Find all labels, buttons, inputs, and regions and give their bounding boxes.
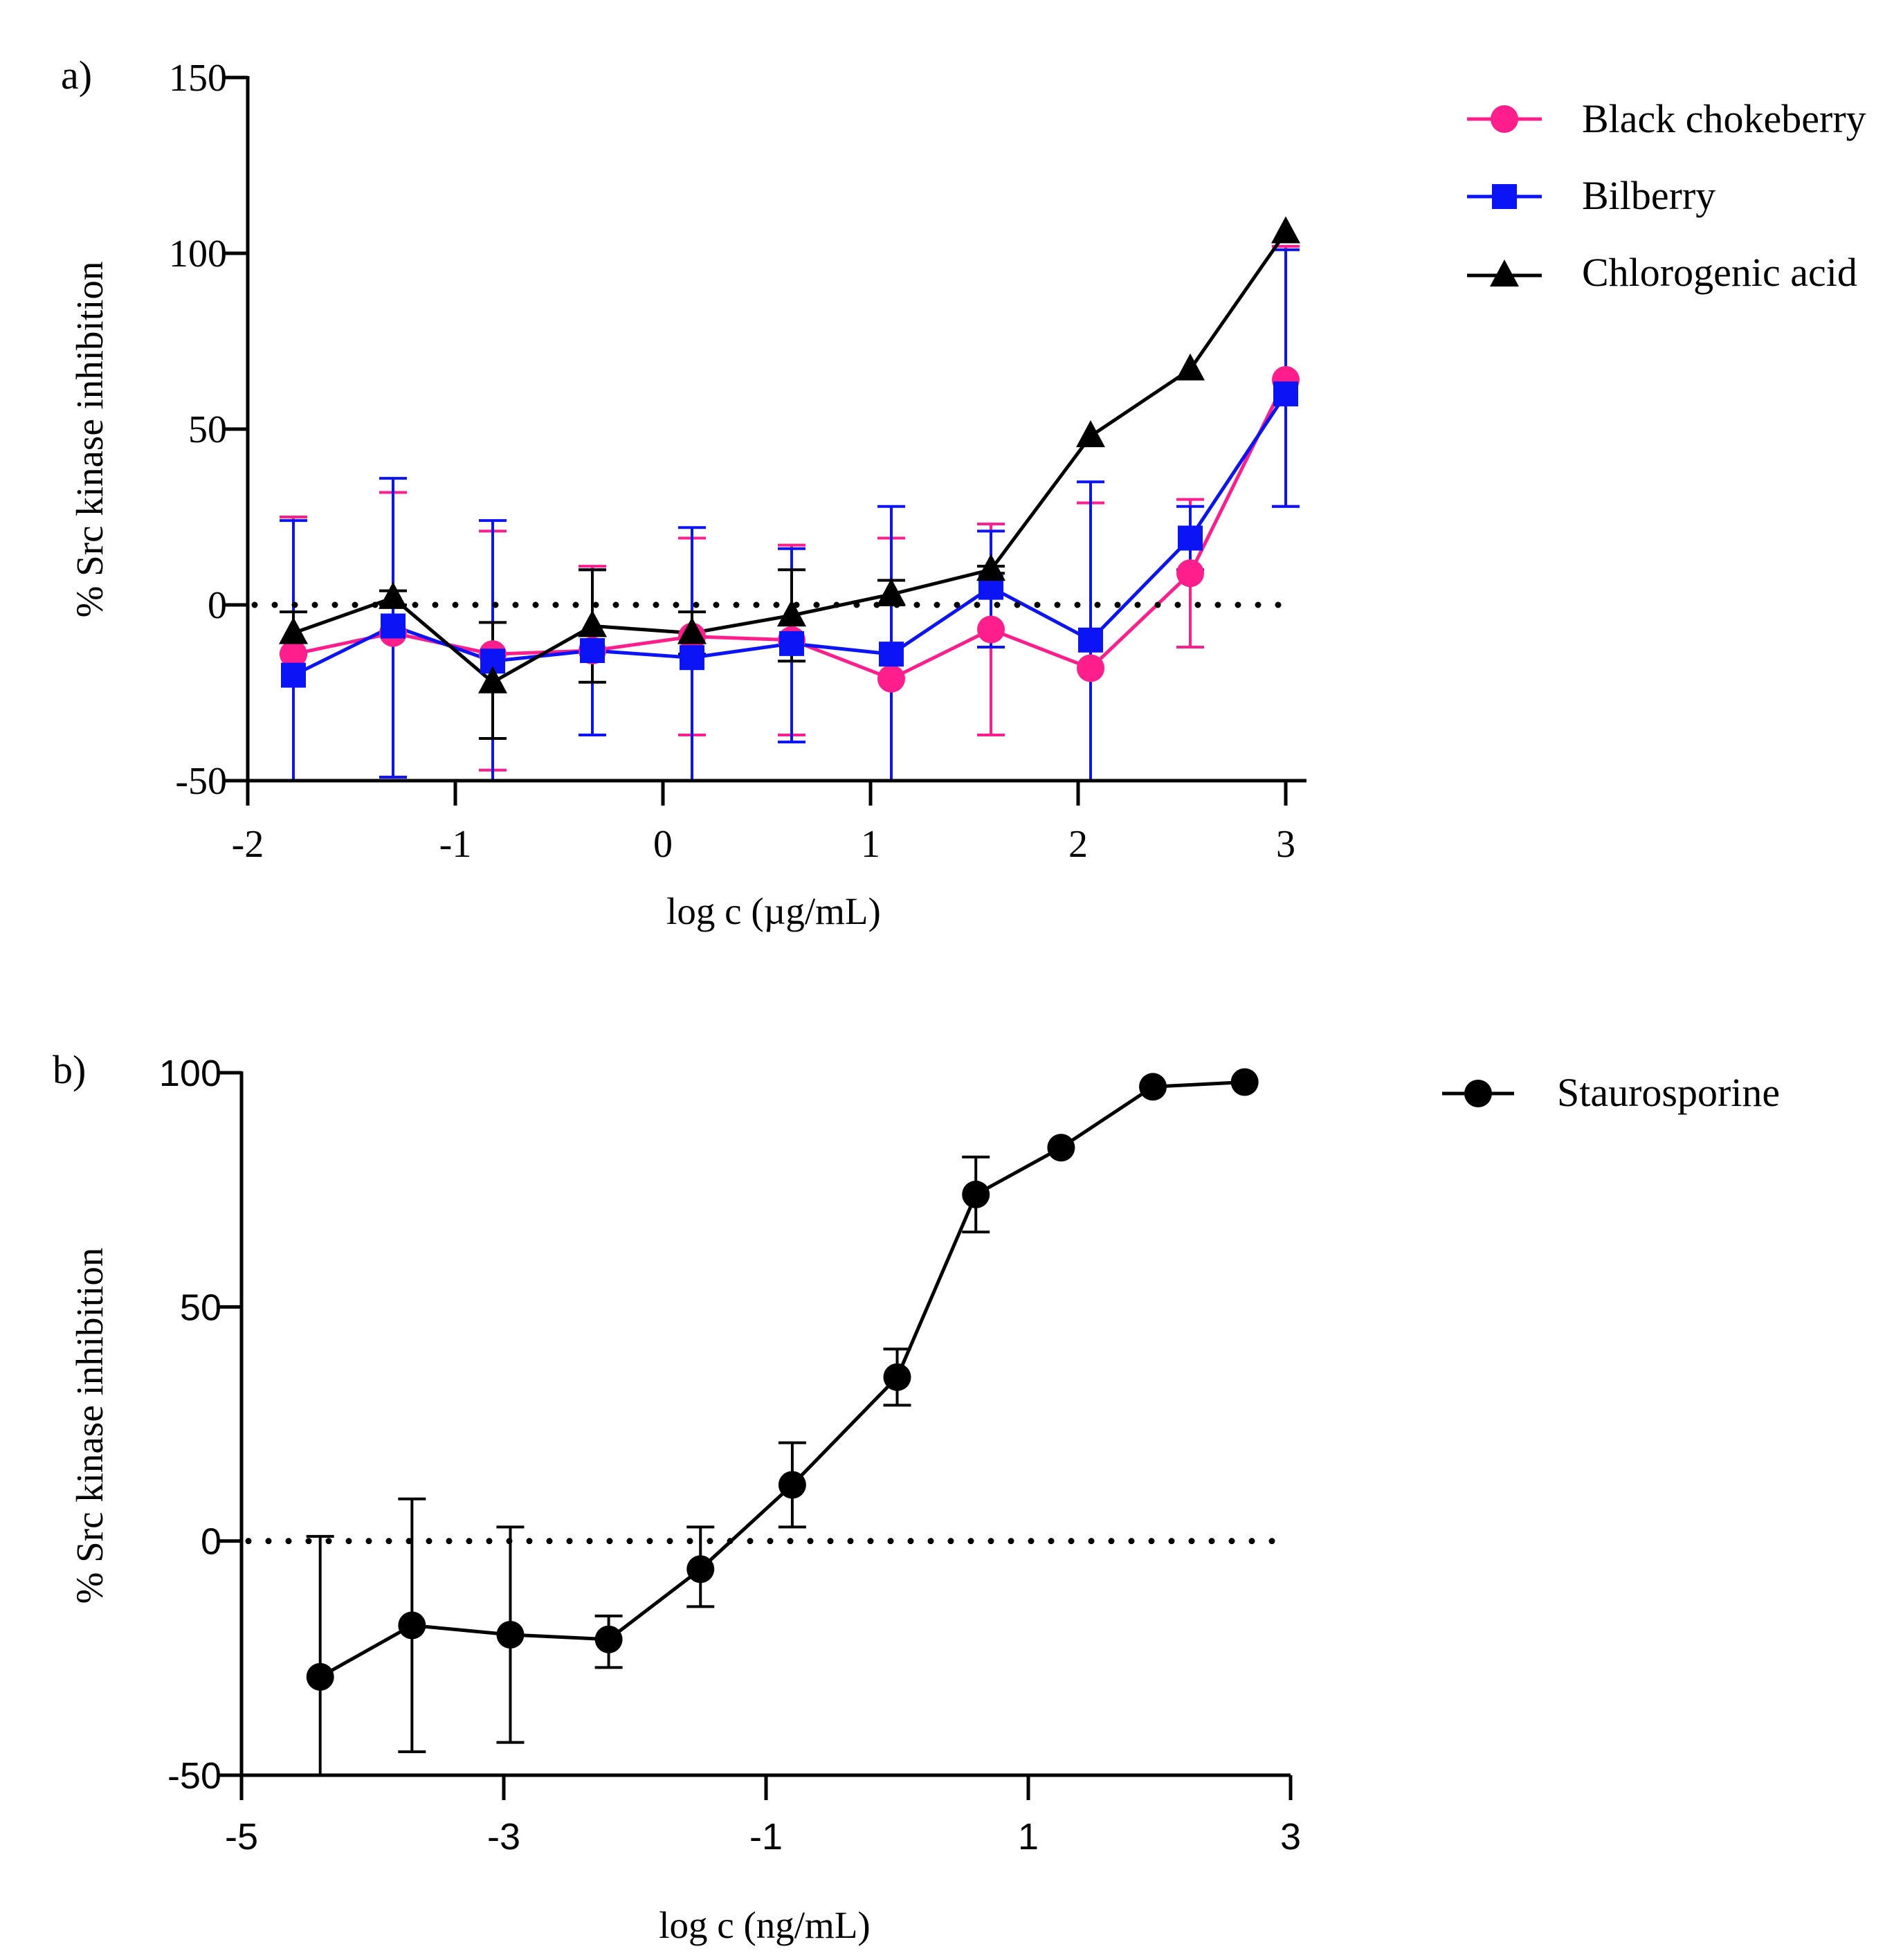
- panel-b-label: b): [53, 1047, 86, 1092]
- panel-a-error-bars: [280, 244, 1300, 781]
- panel-b-legend: Staurosporine: [1442, 1070, 1780, 1115]
- data-point-black-chokeberry: [977, 615, 1005, 644]
- panel-b-axes: [239, 1071, 1291, 1777]
- y-tick-label: -50: [167, 1755, 221, 1797]
- legend-symbol-staurosporine: [1464, 1080, 1492, 1107]
- x-tick-label: -5: [225, 1816, 258, 1858]
- data-point-black-chokeberry: [280, 640, 307, 669]
- x-tick-label: -1: [439, 823, 472, 866]
- x-tick-label: 1: [1018, 1816, 1039, 1858]
- legend-symbol-chlorogenic-acid: [1490, 260, 1519, 287]
- x-tick-label: -1: [749, 1816, 783, 1858]
- data-point-staurosporine: [1139, 1073, 1167, 1101]
- data-point-chlorogenic-acid: [1176, 353, 1205, 381]
- data-point-chlorogenic-acid: [677, 617, 707, 644]
- panel-a-x-axis-label: log c (µg/mL): [666, 890, 881, 932]
- panel-b-y-axis-label: % Src kinase inhibition: [69, 1248, 111, 1604]
- legend-symbol-bilberry: [1492, 184, 1517, 209]
- data-point-staurosporine: [883, 1363, 911, 1391]
- panel-b-chart: b) -50 0 50 100 -5 -3 -1 1 3 log c (ng/mL) % Sr…: [53, 1047, 1780, 1946]
- panel-a-markers: [279, 216, 1300, 693]
- legend-label-staurosporine: Staurosporine: [1557, 1070, 1780, 1115]
- x-tick-label: -2: [232, 823, 264, 866]
- panel-b-markers: [306, 1068, 1259, 1691]
- data-point-bilberry: [1078, 627, 1103, 653]
- data-point-chlorogenic-acid: [976, 554, 1005, 581]
- panel-a-axes: [246, 76, 1306, 783]
- x-tick-label: 3: [1280, 1816, 1301, 1858]
- data-point-staurosporine: [594, 1625, 623, 1653]
- panel-b-y-ticks: -50 0 50 100: [159, 1053, 242, 1797]
- legend-marker-bilberry: [1492, 184, 1517, 209]
- data-point-black-chokeberry: [1176, 559, 1204, 588]
- data-point-staurosporine: [686, 1555, 715, 1584]
- legend-item-black-chokeberry: Black chokeberry: [1467, 96, 1866, 141]
- panel-a-chart: a) -50 0 50 100 150 -2 -1 0 1 2 3 log c (µg/mL) %…: [61, 53, 1866, 932]
- x-tick-label: 0: [653, 823, 673, 866]
- y-tick-label: 100: [169, 233, 227, 275]
- legend-marker-staurosporine: [1464, 1080, 1492, 1107]
- data-point-bilberry: [1273, 381, 1298, 407]
- x-tick-label: 2: [1068, 823, 1088, 866]
- legend-label-black-chokeberry: Black chokeberry: [1582, 96, 1866, 141]
- legend-item-chlorogenic-acid: Chlorogenic acid: [1467, 250, 1857, 295]
- legend-item-bilberry: Bilberry: [1467, 173, 1715, 218]
- panel-a-legend: Black chokeberry Bilberry Chlorogenic ac…: [1467, 96, 1866, 295]
- data-point-staurosporine: [778, 1471, 806, 1499]
- x-tick-label: -3: [487, 1816, 520, 1858]
- y-tick-label: 0: [208, 584, 227, 627]
- legend-marker-black-chokeberry: [1491, 105, 1518, 133]
- legend-marker-chlorogenic-acid: [1490, 260, 1519, 287]
- legend-label-bilberry: Bilberry: [1582, 173, 1715, 218]
- data-point-bilberry: [680, 645, 704, 671]
- y-tick-label: -50: [175, 760, 227, 803]
- data-point-bilberry: [1178, 525, 1203, 551]
- error-bar-staurosporine: [306, 1534, 334, 1775]
- x-tick-label: 3: [1276, 823, 1295, 866]
- y-tick-label: 100: [159, 1053, 221, 1094]
- panel-b-x-ticks: -5 -3 -1 1 3: [225, 1775, 1301, 1858]
- data-point-chlorogenic-acid: [379, 581, 408, 609]
- data-point-bilberry: [779, 630, 804, 656]
- y-tick-label: 150: [169, 57, 227, 100]
- data-point-chlorogenic-acid: [877, 578, 906, 606]
- data-point-staurosporine: [398, 1611, 426, 1640]
- data-point-chlorogenic-acid: [777, 599, 806, 627]
- panel-a-y-ticks: -50 0 50 100 150: [169, 57, 248, 803]
- data-point-staurosporine: [1230, 1068, 1259, 1096]
- panel-b-x-axis-label: log c (ng/mL): [659, 1904, 870, 1946]
- panel-a-label: a): [61, 53, 92, 98]
- data-point-chlorogenic-acid: [578, 610, 607, 637]
- data-point-chlorogenic-acid: [1076, 420, 1105, 448]
- data-point-bilberry: [580, 638, 605, 664]
- data-point-chlorogenic-acid: [279, 617, 308, 644]
- data-point-bilberry: [281, 662, 306, 688]
- data-point-staurosporine: [1047, 1134, 1075, 1162]
- y-tick-label: 0: [201, 1521, 221, 1563]
- data-point-bilberry: [879, 642, 904, 667]
- y-tick-label: 50: [180, 1287, 221, 1328]
- x-tick-label: 1: [861, 823, 880, 866]
- legend-label-chlorogenic-acid: Chlorogenic acid: [1582, 250, 1857, 295]
- panel-a-y-axis-label: % Src kinase inhibition: [69, 262, 111, 618]
- data-point-staurosporine: [496, 1621, 525, 1649]
- legend-item-staurosporine: Staurosporine: [1442, 1070, 1780, 1115]
- data-point-staurosporine: [962, 1180, 990, 1208]
- panel-b-error-bars: [306, 1155, 990, 1775]
- data-point-black-chokeberry: [877, 664, 905, 693]
- panel-a-x-ticks: -2 -1 0 1 2 3: [232, 781, 1295, 866]
- panel-b-series-lines: [319, 1080, 1245, 1679]
- data-point-chlorogenic-acid: [1271, 216, 1300, 244]
- series-line-staurosporine: [319, 1080, 1245, 1679]
- y-tick-label: 50: [188, 408, 227, 451]
- data-point-chlorogenic-acid: [478, 666, 507, 693]
- data-point-black-chokeberry: [1077, 654, 1104, 682]
- legend-symbol-black-chokeberry: [1491, 105, 1518, 133]
- data-point-staurosporine: [306, 1662, 334, 1691]
- data-point-bilberry: [381, 613, 406, 639]
